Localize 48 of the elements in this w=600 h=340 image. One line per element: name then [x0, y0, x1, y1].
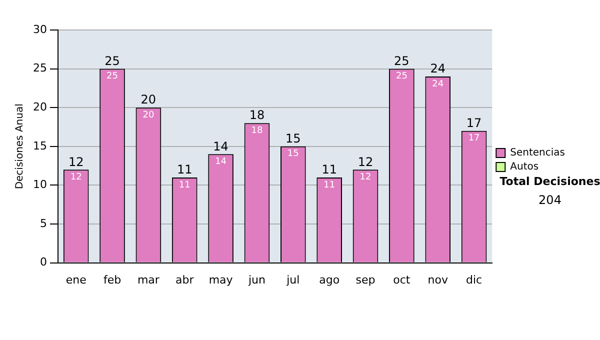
- x-tick-label: oct: [393, 273, 411, 286]
- y-tick-label: 30: [32, 22, 47, 36]
- data-label: 24: [432, 79, 444, 90]
- text: 204: [538, 193, 562, 208]
- total-label: 14: [213, 139, 228, 154]
- data-label: 17: [468, 134, 480, 144]
- data-label: 11: [324, 180, 336, 190]
- total-label: 18: [249, 108, 265, 122]
- total-label: 11: [176, 162, 192, 177]
- data-label: 14: [215, 157, 227, 168]
- total-label: 11: [322, 162, 337, 177]
- total-label: 12: [68, 154, 84, 169]
- y-tick-label: 0: [40, 256, 47, 269]
- data-label: 15: [287, 149, 299, 160]
- legend-label: Autos: [510, 162, 539, 173]
- x-tick-label: may: [208, 273, 234, 286]
- x-tick-label: sep: [356, 273, 376, 286]
- y-tick-label: 5: [40, 216, 47, 230]
- data-label: 18: [251, 126, 263, 136]
- x-tick-label: ene: [66, 273, 87, 286]
- x-tick-label: mar: [137, 273, 160, 286]
- x-tick-label: abr: [175, 273, 194, 286]
- data-label: 25: [396, 72, 408, 82]
- y-tick-label: 20: [32, 100, 47, 114]
- x-tick-label: feb: [103, 273, 122, 286]
- total-label: 20: [140, 92, 156, 107]
- total-label: 17: [466, 116, 482, 130]
- total-label: 12: [358, 154, 374, 169]
- x-tick-label: jul: [286, 273, 300, 286]
- total-label: 24: [430, 62, 446, 76]
- data-label: 25: [106, 72, 118, 82]
- data-label: 20: [142, 110, 154, 120]
- data-label: 12: [70, 172, 82, 183]
- text: Total Decisiones: [500, 174, 600, 188]
- y-tick-label: 10: [32, 178, 47, 192]
- y-tick-label: 15: [32, 139, 47, 152]
- x-tick-label: nov: [428, 273, 448, 286]
- y-axis-title: Decisiones Anual: [14, 104, 26, 190]
- legend-label: Sentencias: [510, 148, 566, 159]
- x-tick-label: jun: [247, 273, 266, 286]
- total-label: 15: [286, 132, 301, 146]
- y-tick-label: 25: [32, 62, 47, 75]
- data-label: 11: [178, 180, 190, 190]
- total-label: 25: [394, 54, 410, 68]
- x-tick-label: ago: [319, 273, 340, 286]
- data-label: 12: [360, 172, 372, 183]
- total-label: 25: [104, 54, 120, 68]
- x-tick-label: dic: [466, 273, 482, 286]
